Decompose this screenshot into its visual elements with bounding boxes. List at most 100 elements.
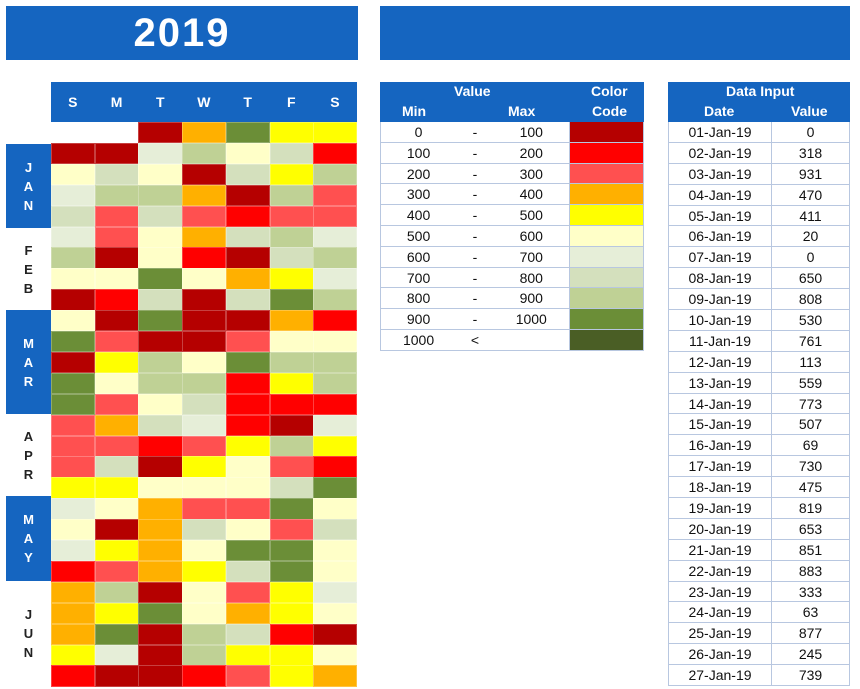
legend-color-swatch xyxy=(568,309,643,329)
date-cell[interactable]: 22-Jan-19 xyxy=(669,560,772,581)
date-cell[interactable]: 25-Jan-19 xyxy=(669,623,772,644)
date-cell[interactable]: 24-Jan-19 xyxy=(669,602,772,623)
value-cell[interactable]: 0 xyxy=(806,124,815,140)
legend-color-swatch xyxy=(568,246,643,267)
value-cell[interactable]: 245 xyxy=(798,646,823,663)
calendar-day-cell xyxy=(138,205,183,227)
value-cell[interactable]: 318 xyxy=(798,144,823,161)
value-cell[interactable]: 0 xyxy=(806,249,815,266)
value-cell[interactable]: 470 xyxy=(798,186,823,203)
date-cell[interactable]: 18-Jan-19 xyxy=(669,477,772,498)
date-cell[interactable]: 04-Jan-19 xyxy=(669,184,772,205)
calendar-day-cell xyxy=(182,644,227,666)
year-title: 2019 xyxy=(133,10,231,55)
value-cell[interactable]: 808 xyxy=(798,291,823,308)
calendar-day-cell xyxy=(138,477,183,499)
value-cell[interactable]: 507 xyxy=(798,416,823,433)
calendar-day-cell xyxy=(138,351,183,374)
calendar-day-cell xyxy=(138,372,183,395)
calendar-day-cell xyxy=(313,498,358,520)
value-cell[interactable]: 653 xyxy=(798,520,823,537)
data-row: 15-Jan-19 507 xyxy=(669,414,849,436)
legend-separator: - xyxy=(472,269,478,286)
date-cell[interactable]: 23-Jan-19 xyxy=(669,581,772,602)
value-cell[interactable]: 475 xyxy=(798,479,823,496)
month-letter: A xyxy=(23,428,34,444)
value-cell[interactable]: 63 xyxy=(802,604,819,621)
calendar-day-cell xyxy=(94,372,139,395)
calendar-day-cell xyxy=(182,163,227,186)
calendar-day-cell xyxy=(182,268,227,290)
value-cell[interactable]: 883 xyxy=(798,562,823,579)
legend-max: 600 xyxy=(519,227,543,244)
calendar-day-cell xyxy=(225,414,271,436)
date-cell[interactable]: 27-Jan-19 xyxy=(669,665,772,686)
date-cell[interactable]: 17-Jan-19 xyxy=(669,456,772,477)
calendar-day-cell xyxy=(269,456,314,478)
legend-max: 300 xyxy=(519,165,543,182)
date-cell[interactable]: 07-Jan-19 xyxy=(669,247,772,268)
date-cell[interactable]: 09-Jan-19 xyxy=(669,289,772,310)
value-cell[interactable]: 333 xyxy=(798,583,823,600)
legend-separator: - xyxy=(472,124,478,140)
date-cell[interactable]: 11-Jan-19 xyxy=(669,330,772,351)
date-cell[interactable]: 16-Jan-19 xyxy=(669,435,772,456)
calendar-day-cell xyxy=(182,665,227,687)
date-cell[interactable]: 26-Jan-19 xyxy=(669,644,772,665)
date-cell[interactable]: 01-Jan-19 xyxy=(669,122,772,142)
calendar-day-cell xyxy=(182,519,227,541)
calendar-day-cell xyxy=(225,331,271,353)
calendar-day-cell xyxy=(51,456,96,478)
date-cell[interactable]: 06-Jan-19 xyxy=(669,226,772,247)
date-cell[interactable]: 02-Jan-19 xyxy=(669,142,772,163)
calendar-day-cell xyxy=(313,289,358,311)
calendar-day-cell xyxy=(313,477,358,499)
calendar-day-cell xyxy=(225,122,271,144)
value-cell[interactable]: 69 xyxy=(802,437,819,454)
legend-header: Value Min Max Color Code xyxy=(380,82,644,122)
date-cell[interactable]: 10-Jan-19 xyxy=(669,310,772,330)
data-row: 01-Jan-19 0 xyxy=(669,122,849,143)
date-cell[interactable]: 13-Jan-19 xyxy=(669,372,772,393)
calendar-day-cell xyxy=(269,331,314,353)
calendar-day-cell xyxy=(138,623,183,645)
calendar-day-cell xyxy=(182,372,227,395)
value-cell[interactable]: 650 xyxy=(798,270,823,287)
value-cell[interactable]: 530 xyxy=(798,312,823,329)
date-cell[interactable]: 12-Jan-19 xyxy=(669,351,772,372)
value-cell[interactable]: 931 xyxy=(798,165,823,182)
value-cell[interactable]: 411 xyxy=(799,207,822,224)
value-cell[interactable]: 739 xyxy=(798,667,823,684)
legend-separator: - xyxy=(472,311,478,328)
legend-separator: - xyxy=(472,207,478,224)
date-cell[interactable]: 05-Jan-19 xyxy=(669,205,772,226)
date-cell[interactable]: 20-Jan-19 xyxy=(669,518,772,539)
calendar-day-cell xyxy=(51,122,96,144)
color-legend-table: Value Min Max Color Code 0-100 100-200 200… xyxy=(380,82,644,351)
date-column-header: Date xyxy=(704,103,735,119)
value-cell[interactable]: 730 xyxy=(798,458,823,475)
date-cell[interactable]: 21-Jan-19 xyxy=(669,539,772,560)
value-cell[interactable]: 877 xyxy=(798,625,823,642)
calendar-day-cell xyxy=(138,184,183,207)
value-cell[interactable]: 761 xyxy=(798,332,823,349)
value-cell[interactable]: 851 xyxy=(798,541,823,558)
date-cell[interactable]: 03-Jan-19 xyxy=(669,163,772,184)
calendar-day-cell xyxy=(269,226,314,248)
value-cell[interactable]: 113 xyxy=(799,353,822,370)
date-cell[interactable]: 15-Jan-19 xyxy=(669,414,772,435)
value-cell[interactable]: 559 xyxy=(798,374,823,391)
value-cell[interactable]: 20 xyxy=(802,228,819,245)
date-cell[interactable]: 19-Jan-19 xyxy=(669,498,772,518)
calendar-day-cell xyxy=(51,540,96,562)
calendar-day-cell xyxy=(225,393,271,416)
calendar-day-cell xyxy=(94,498,139,520)
date-cell[interactable]: 08-Jan-19 xyxy=(669,268,772,289)
value-cell[interactable]: 773 xyxy=(798,395,823,412)
calendar-day-cell xyxy=(313,456,358,478)
date-cell[interactable]: 14-Jan-19 xyxy=(669,393,772,414)
legend-separator: - xyxy=(472,186,478,203)
value-cell[interactable]: 819 xyxy=(798,500,823,517)
calendar-day-cell xyxy=(51,581,96,604)
